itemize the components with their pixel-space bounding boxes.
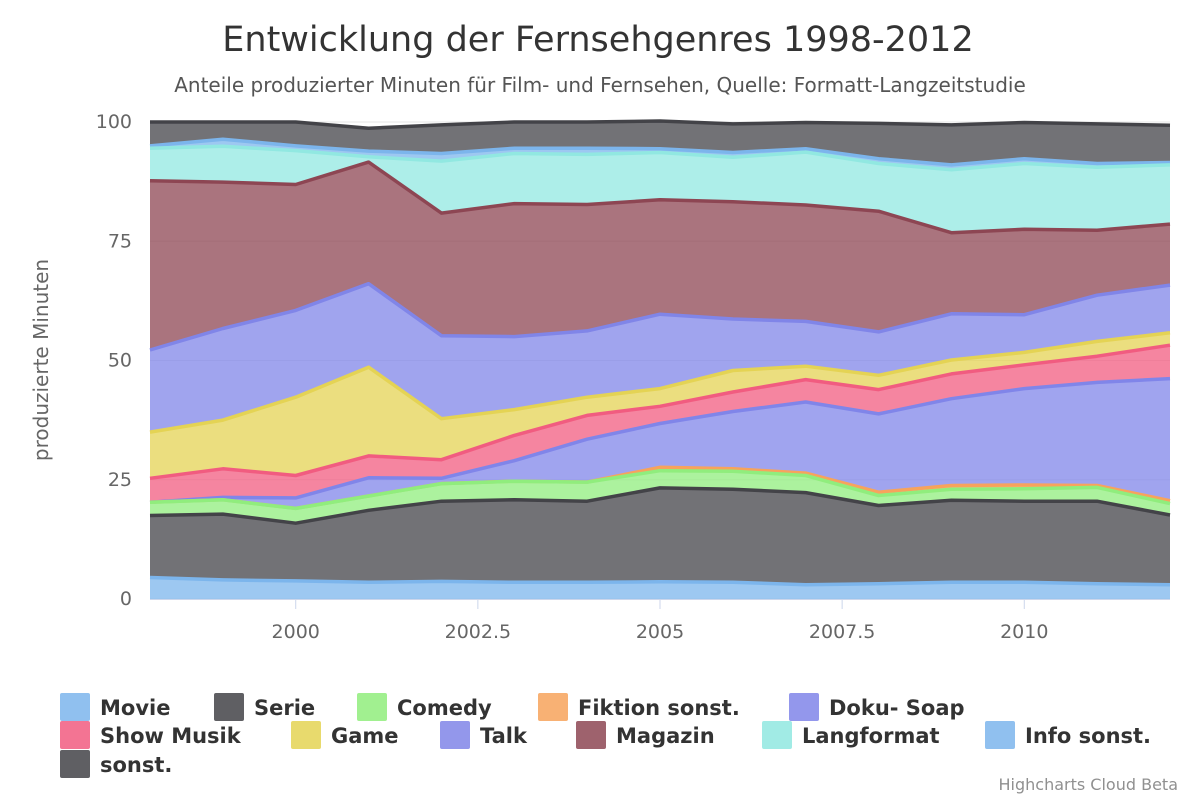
- axes: 0 25 50 75 100 2000 2002.5 2005 2007.5 2010: [96, 111, 1170, 643]
- line-sonst-11: [150, 119, 1171, 130]
- x-tick-label-2002.5: 2002.5: [445, 621, 511, 643]
- legend-swatch-1: [214, 693, 244, 721]
- legend-item-serie-1[interactable]: Serie: [214, 693, 315, 721]
- line-magazin-8: [149, 160, 1171, 235]
- chart-title: Entwicklung der Fernsehgenres 1998-2012: [222, 20, 973, 60]
- line-comedy-2: [149, 468, 1171, 511]
- line-info-sonst-10: [149, 137, 1171, 167]
- y-tick-label-25: 25: [108, 469, 132, 491]
- line-movie-0: [149, 575, 1171, 587]
- legend-label-8: Magazin: [616, 724, 715, 748]
- area-show-musik-5: [150, 345, 1170, 503]
- legend-item-show-musik-5[interactable]: Show Musik: [60, 721, 242, 749]
- y-tick-label-50: 50: [108, 350, 132, 372]
- legend-item-game-6[interactable]: Game: [291, 721, 399, 749]
- legend-item-info-sonst-10[interactable]: Info sonst.: [985, 721, 1151, 749]
- legend-label-9: Langformat: [802, 724, 940, 748]
- x-tick-label-2007.5: 2007.5: [809, 621, 875, 643]
- legend-label-4: Doku- Soap: [829, 696, 965, 720]
- legend-item-talk-7[interactable]: Talk: [440, 721, 528, 749]
- legend-swatch-4: [789, 693, 819, 721]
- legend-label-7: Talk: [480, 724, 528, 748]
- area-talk-7: [150, 283, 1170, 433]
- legend-label-1: Serie: [254, 696, 315, 720]
- y-tick-label-0: 0: [120, 588, 132, 610]
- area-magazin-8: [150, 162, 1170, 350]
- legend-swatch-5: [60, 721, 90, 749]
- plot-area: [149, 119, 1171, 599]
- legend-swatch-0: [60, 693, 90, 721]
- legend-swatch-10: [985, 721, 1015, 749]
- legend-swatch-9: [762, 721, 792, 749]
- credits[interactable]: Highcharts Cloud Beta: [999, 775, 1178, 794]
- line-game-6: [149, 331, 1171, 434]
- legend-swatch-11: [60, 750, 90, 778]
- legend-label-0: Movie: [100, 696, 170, 720]
- area-doku-soap-4: [150, 378, 1170, 509]
- line-doku-soap-4: [149, 376, 1171, 504]
- legend-label-3: Fiktion sonst.: [578, 696, 740, 720]
- line-langformat-9: [149, 144, 1171, 172]
- legend: Movie Serie Comedy Fiktion sonst. Doku- Soap…: [60, 693, 1151, 778]
- x-tick-label-2005: 2005: [636, 621, 684, 643]
- legend-item-movie-0[interactable]: Movie: [60, 693, 170, 721]
- legend-swatch-6: [291, 721, 321, 749]
- legend-label-11: sonst.: [100, 753, 172, 777]
- legend-item-sonst-11[interactable]: sonst.: [60, 750, 172, 778]
- legend-item-fiktion-sonst-3[interactable]: Fiktion sonst.: [538, 693, 740, 721]
- chart-subtitle: Anteile produzierter Minuten für Film- u…: [174, 73, 1026, 97]
- x-tick-label-2000: 2000: [272, 621, 320, 643]
- legend-swatch-3: [538, 693, 568, 721]
- legend-label-10: Info sonst.: [1025, 724, 1151, 748]
- legend-label-5: Show Musik: [100, 724, 242, 748]
- legend-label-2: Comedy: [397, 696, 492, 720]
- x-tick-label-2010: 2010: [1000, 621, 1048, 643]
- line-talk-7: [149, 281, 1171, 352]
- area-serie-1: [150, 487, 1170, 585]
- line-show-musik-5: [149, 343, 1171, 481]
- legend-swatch-7: [440, 721, 470, 749]
- y-tick-label-75: 75: [108, 230, 132, 252]
- y-axis-label: produzierte Minuten: [29, 259, 53, 461]
- legend-swatch-2: [357, 693, 387, 721]
- area-sonst-11: [150, 121, 1170, 165]
- line-serie-1: [149, 486, 1171, 525]
- legend-item-langformat-9[interactable]: Langformat: [762, 721, 940, 749]
- y-tick-label-100: 100: [96, 111, 132, 133]
- area-comedy-2: [150, 470, 1170, 524]
- legend-item-magazin-8[interactable]: Magazin: [576, 721, 715, 749]
- legend-label-6: Game: [331, 724, 399, 748]
- legend-swatch-8: [576, 721, 606, 749]
- legend-item-comedy-2[interactable]: Comedy: [357, 693, 492, 721]
- legend-item-doku-soap-4[interactable]: Doku- Soap: [789, 693, 965, 721]
